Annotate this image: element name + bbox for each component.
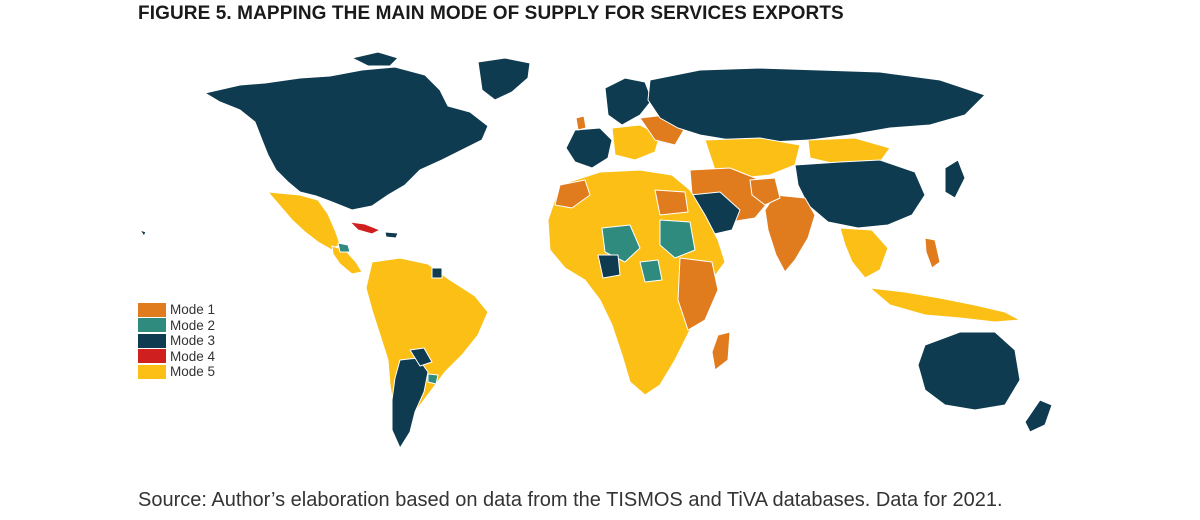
canadian-arctic-islands xyxy=(351,51,399,67)
legend-item-mode-5: Mode 5 xyxy=(138,364,215,380)
legend-label: Mode 4 xyxy=(170,348,216,364)
legend-swatch xyxy=(138,333,166,348)
japan-region xyxy=(944,159,966,199)
central-africa-mode2 xyxy=(601,224,641,263)
legend-swatch xyxy=(138,364,166,379)
legend-swatch xyxy=(138,318,166,333)
legend-swatch xyxy=(138,302,166,317)
new-zealand-region xyxy=(1024,399,1053,433)
indonesia-region xyxy=(869,287,1021,323)
sudan-region xyxy=(659,219,696,259)
greenland-region xyxy=(477,57,531,101)
legend-swatch xyxy=(138,349,166,364)
scandinavia-region xyxy=(604,77,653,126)
egypt-region xyxy=(654,189,689,216)
uk-region xyxy=(575,115,587,131)
legend-label: Mode 5 xyxy=(170,364,216,380)
north-africa-mode1 xyxy=(554,179,591,209)
nigeria-region xyxy=(597,254,621,279)
madagascar-region xyxy=(711,331,731,371)
east-africa-mode2 xyxy=(639,259,663,283)
central-america-mode2 xyxy=(337,242,351,253)
uruguay-region xyxy=(427,373,439,385)
east-africa-mode1 xyxy=(677,257,719,331)
australia-region xyxy=(917,331,1021,411)
russia-region xyxy=(647,67,986,143)
legend-item-mode-2: Mode 2 xyxy=(138,318,215,334)
philippines-region xyxy=(924,237,941,269)
south-asia-region xyxy=(749,177,781,206)
south-america-region xyxy=(365,257,489,431)
legend-item-mode-4: Mode 4 xyxy=(138,349,215,365)
paraguay-region xyxy=(409,347,433,367)
legend-label: Mode 3 xyxy=(170,333,216,349)
legend-item-mode-1: Mode 1 xyxy=(138,302,215,318)
hawaii-region xyxy=(139,229,147,237)
southeast-asia-region xyxy=(839,227,889,279)
india-region xyxy=(764,194,816,273)
source-note: Source: Author’s elaboration based on da… xyxy=(138,489,1003,511)
western-europe-region xyxy=(565,127,613,169)
caribbean-region xyxy=(384,231,399,239)
map-legend: Mode 1 Mode 2 Mode 3 Mode 4 Mode 5 xyxy=(138,302,215,380)
central-europe-region xyxy=(611,124,661,161)
argentina-region xyxy=(391,357,429,449)
north-america-region xyxy=(204,66,489,211)
suriname-region xyxy=(431,267,443,279)
cuba-region xyxy=(349,221,381,235)
legend-item-mode-3: Mode 3 xyxy=(138,333,215,349)
legend-label: Mode 1 xyxy=(170,302,216,318)
figure-title: FIGURE 5. MAPPING THE MAIN MODE OF SUPPL… xyxy=(138,3,844,24)
legend-label: Mode 2 xyxy=(170,317,216,333)
